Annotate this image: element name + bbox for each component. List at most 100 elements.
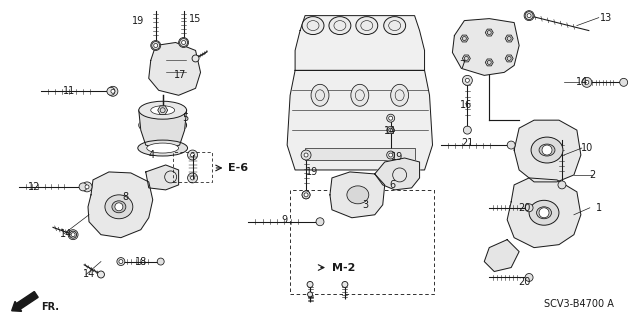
Circle shape [71,233,75,237]
Ellipse shape [347,186,369,204]
Polygon shape [514,120,581,182]
Polygon shape [157,106,168,115]
Polygon shape [387,127,395,134]
Circle shape [180,39,188,47]
Circle shape [316,218,324,226]
Ellipse shape [302,17,324,34]
Ellipse shape [539,144,555,156]
Circle shape [154,43,157,48]
Circle shape [70,231,77,238]
Circle shape [463,126,471,134]
Ellipse shape [139,115,187,135]
Text: 4: 4 [148,150,155,160]
Circle shape [115,203,123,211]
Circle shape [191,153,195,157]
Ellipse shape [390,84,408,106]
Circle shape [117,257,125,265]
Circle shape [191,176,195,180]
Polygon shape [507,178,581,248]
Circle shape [68,230,78,240]
FancyArrow shape [12,292,38,311]
Ellipse shape [329,17,351,34]
Ellipse shape [139,101,187,119]
Circle shape [157,258,164,265]
Polygon shape [485,59,493,66]
Ellipse shape [112,201,126,213]
Circle shape [582,78,592,87]
Ellipse shape [536,207,552,219]
Circle shape [192,55,199,62]
Circle shape [108,86,118,96]
Text: 3: 3 [362,200,368,210]
Circle shape [387,151,395,159]
Text: 14: 14 [60,229,72,239]
Circle shape [525,273,533,281]
Circle shape [620,78,628,86]
Ellipse shape [311,84,329,106]
Polygon shape [505,35,513,42]
Ellipse shape [138,140,188,156]
Text: 1: 1 [596,203,602,213]
Text: 12: 12 [28,182,41,192]
Polygon shape [484,240,519,271]
Text: 5: 5 [182,113,189,123]
Ellipse shape [151,106,175,115]
Text: 13: 13 [600,13,612,23]
Text: 19: 19 [390,152,403,162]
Circle shape [388,116,393,120]
Circle shape [82,182,92,192]
Polygon shape [146,165,179,190]
Polygon shape [375,158,420,190]
Circle shape [542,145,552,155]
Circle shape [182,41,186,45]
Text: 6: 6 [390,180,396,190]
Circle shape [302,191,310,199]
Circle shape [507,141,515,149]
Circle shape [585,80,589,84]
Text: 20: 20 [518,203,531,213]
Ellipse shape [384,17,406,34]
Circle shape [304,193,308,197]
Circle shape [465,78,469,82]
Circle shape [539,208,549,218]
Circle shape [107,87,115,95]
Polygon shape [485,29,493,36]
Text: 9: 9 [281,215,287,225]
Circle shape [342,281,348,287]
Text: FR.: FR. [41,302,60,312]
Text: 21: 21 [461,138,474,148]
Polygon shape [148,42,200,95]
Circle shape [304,153,308,157]
Text: 19: 19 [306,167,318,177]
Circle shape [79,183,87,191]
Text: 14: 14 [83,270,95,279]
Polygon shape [330,172,385,218]
Polygon shape [88,172,153,238]
Circle shape [388,153,393,157]
Circle shape [302,191,310,199]
Text: 18: 18 [135,256,147,267]
Circle shape [387,114,395,122]
Ellipse shape [351,84,369,106]
Text: 16: 16 [460,100,472,110]
Text: 17: 17 [173,70,186,80]
Circle shape [307,281,313,287]
Circle shape [462,75,472,85]
Circle shape [524,11,534,21]
Ellipse shape [356,17,378,34]
Circle shape [97,271,104,278]
Circle shape [179,38,189,48]
Circle shape [119,260,123,263]
Text: E-6: E-6 [228,163,248,173]
Text: 8: 8 [123,192,129,202]
Ellipse shape [105,195,133,219]
Circle shape [525,204,533,212]
Text: SCV3-B4700 A: SCV3-B4700 A [544,299,614,309]
Ellipse shape [531,137,563,163]
Circle shape [188,150,198,160]
Circle shape [152,41,160,49]
Circle shape [151,41,161,50]
Circle shape [85,185,89,189]
Text: 20: 20 [518,278,531,287]
Polygon shape [505,55,513,62]
